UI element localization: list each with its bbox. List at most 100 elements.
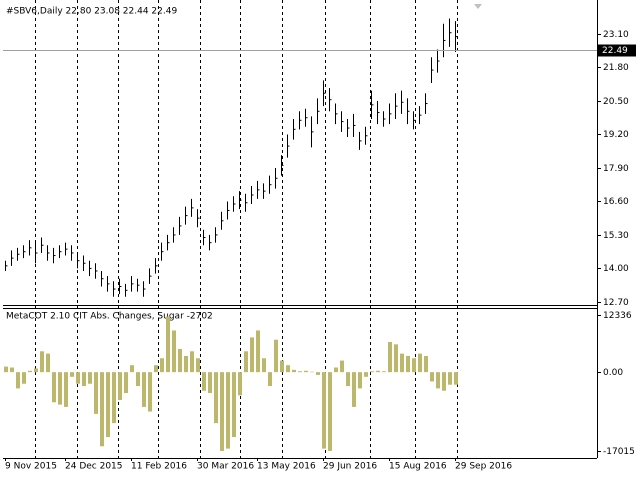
histogram-bar <box>106 372 110 438</box>
histogram-bar <box>214 372 218 424</box>
histogram-bar <box>64 372 68 407</box>
y-tick-label: 12.70 <box>603 298 629 308</box>
y-tick-label: 12336 <box>603 311 632 321</box>
indicator-title: MetaCOT 2.10 CIT Abs. Changes, Sugar -27… <box>6 312 213 322</box>
histogram-bar <box>316 372 320 375</box>
histogram-bar <box>166 316 170 373</box>
shift-marker <box>474 4 482 9</box>
histogram-bar <box>436 372 440 389</box>
histogram-bar <box>364 372 368 377</box>
histogram-bar <box>352 372 356 407</box>
histogram-bar <box>82 372 86 387</box>
x-tick-label: 24 Dec 2015 <box>65 462 123 472</box>
histogram-bar <box>46 353 50 373</box>
histogram-bar <box>172 330 176 373</box>
histogram-bar <box>412 358 416 373</box>
histogram-bar <box>328 372 332 451</box>
y-tick-label: 20.50 <box>603 97 629 107</box>
histogram-bar <box>250 337 254 373</box>
histogram-bar <box>10 367 14 373</box>
histogram-bar <box>184 355 188 373</box>
histogram-bar <box>142 372 146 407</box>
y-tick-label: 0.00 <box>603 368 623 378</box>
histogram-bar <box>376 370 380 373</box>
histogram-bar <box>4 366 8 373</box>
histogram-bar <box>388 342 392 373</box>
x-tick-label: 15 Aug 2016 <box>389 462 447 472</box>
histogram-bar <box>22 372 26 384</box>
histogram-bar <box>418 353 422 373</box>
histogram-bar <box>160 358 164 373</box>
histogram-bar <box>280 360 284 373</box>
last-price-label: 22.49 <box>602 46 628 56</box>
histogram-bar <box>334 367 338 373</box>
histogram-bar <box>346 372 350 387</box>
histogram-bar <box>394 344 398 373</box>
histogram-bar <box>124 372 128 394</box>
x-tick-label: 9 Nov 2015 <box>5 462 57 472</box>
histogram-bar <box>370 371 374 373</box>
histogram-bar <box>52 372 56 403</box>
histogram-bar <box>202 372 206 391</box>
histogram-bar <box>130 365 134 373</box>
histogram-bar <box>358 372 362 389</box>
histogram-bar <box>34 368 38 373</box>
y-tick-label: -17015 <box>603 447 635 457</box>
histogram-bar <box>100 372 104 447</box>
x-tick-label: 11 Feb 2016 <box>131 462 187 472</box>
histogram-bar <box>76 372 80 384</box>
histogram-bar <box>454 372 458 385</box>
chart-title: #SBV6,Daily 22.80 23.08 22.44 22.49 <box>6 7 177 17</box>
histogram-bar <box>154 365 158 373</box>
histogram-bar <box>118 372 122 400</box>
histogram-bar <box>304 370 308 373</box>
histogram-bar <box>244 351 248 373</box>
histogram-bar <box>298 371 302 373</box>
histogram-bar <box>286 365 290 373</box>
histogram-bar <box>424 355 428 373</box>
histogram-bar <box>70 372 74 377</box>
histogram-bar <box>268 372 272 387</box>
histogram-bar <box>322 372 326 449</box>
histogram-bar <box>220 372 224 451</box>
histogram-bar <box>232 372 236 438</box>
histogram-bar <box>208 372 212 394</box>
histogram-bar <box>400 353 404 373</box>
frames <box>3 0 598 459</box>
last-price-box <box>598 44 636 57</box>
histogram-bar <box>256 330 260 373</box>
y-tick-label: 14.00 <box>603 264 629 274</box>
histogram-bar <box>28 370 32 373</box>
histogram-bar <box>238 372 242 396</box>
histogram-bar <box>136 372 140 387</box>
x-tick-label: 29 Jun 2016 <box>323 462 377 472</box>
y-tick-label: 23.10 <box>603 30 629 40</box>
histogram-bar <box>382 371 386 373</box>
y-tick-label: 21.80 <box>603 63 629 73</box>
histogram-bar <box>16 372 20 389</box>
histogram-bar <box>292 369 296 373</box>
y-tick-label: 15.30 <box>603 231 629 241</box>
histogram-bar <box>430 372 434 382</box>
histogram-bar <box>88 372 92 384</box>
histogram-bar <box>148 372 152 412</box>
histogram-bar <box>442 372 446 391</box>
histogram-bar <box>112 372 116 424</box>
histogram-bar <box>406 355 410 373</box>
histogram-bar <box>310 371 314 373</box>
histogram-bar <box>196 358 200 373</box>
period-separators <box>35 0 458 458</box>
y-tick-label: 19.20 <box>603 130 629 140</box>
histogram-bar <box>448 372 452 385</box>
histogram-bar <box>340 360 344 373</box>
x-tick-label: 29 Sep 2016 <box>455 462 512 472</box>
x-tick-label: 30 Mar 2016 <box>197 462 254 472</box>
y-tick-label: 16.60 <box>603 197 629 207</box>
histogram-bar <box>178 348 182 373</box>
histogram-bar <box>94 372 98 414</box>
histogram-bar <box>274 339 278 373</box>
x-tick-label: 13 May 2016 <box>257 462 316 472</box>
histogram-bar <box>190 351 194 373</box>
